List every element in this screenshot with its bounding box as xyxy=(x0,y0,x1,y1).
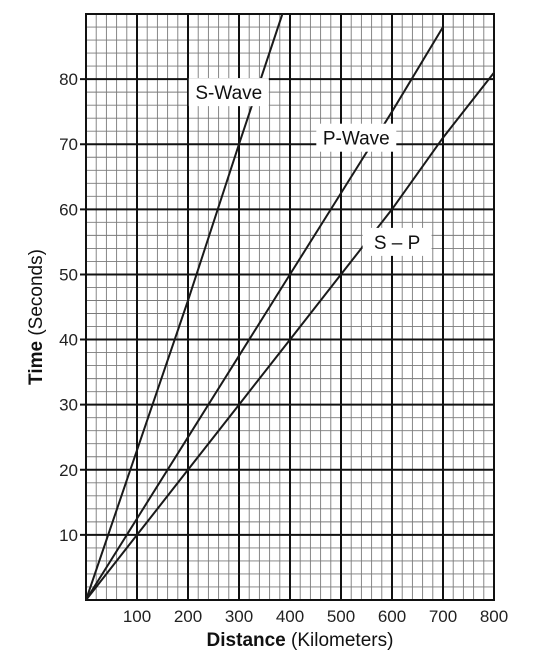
series-labels: S-Wave P-Wave S – P xyxy=(188,78,432,256)
x-tick-label: 100 xyxy=(123,607,151,626)
x-axis-title: Distance (Kilometers) xyxy=(207,630,394,651)
x-tick-label: 300 xyxy=(225,607,253,626)
y-tick-label: 30 xyxy=(59,396,78,415)
y-tick-label: 80 xyxy=(59,70,78,89)
series-label-bg xyxy=(316,123,397,152)
x-tick-label: 200 xyxy=(174,607,202,626)
x-tick-label: 700 xyxy=(429,607,457,626)
x-axis-title-bold: Distance xyxy=(207,630,286,651)
series-label-text: S – P xyxy=(374,233,420,254)
series-label-2: P-Wave xyxy=(316,123,397,152)
series-label-1: S-Wave xyxy=(188,78,269,107)
y-tick-label: 40 xyxy=(59,331,78,350)
y-tick-label: 10 xyxy=(59,526,78,545)
y-tick-label: 50 xyxy=(59,265,78,284)
y-tick-labels: 10 20 30 40 50 60 70 80 xyxy=(59,70,78,545)
x-tick-labels: 100 200 300 400 500 600 700 800 xyxy=(123,607,508,626)
y-axis-title: Time (Seconds) xyxy=(26,249,47,385)
y-tick-label: 60 xyxy=(59,200,78,219)
x-tick-label: 500 xyxy=(327,607,355,626)
x-tick-label: 400 xyxy=(276,607,304,626)
x-tick-label: 800 xyxy=(480,607,508,626)
series-label-3: S – P xyxy=(362,227,432,256)
y-tick-label: 20 xyxy=(59,461,78,480)
plot-frame xyxy=(85,13,495,601)
series-label-bg xyxy=(188,78,269,107)
series-label-bg xyxy=(362,227,432,256)
x-tick-label: 600 xyxy=(378,607,406,626)
y-axis-title-bold: Time xyxy=(26,341,47,385)
series-line-3 xyxy=(85,71,495,601)
y-axis-title-rest: (Seconds) xyxy=(26,249,47,341)
x-axis-title-rest: (Kilometers) xyxy=(286,630,394,651)
series-label-text: P-Wave xyxy=(323,129,390,150)
y-tick-label: 70 xyxy=(59,135,78,154)
series-label-text: S-Wave xyxy=(195,83,262,104)
